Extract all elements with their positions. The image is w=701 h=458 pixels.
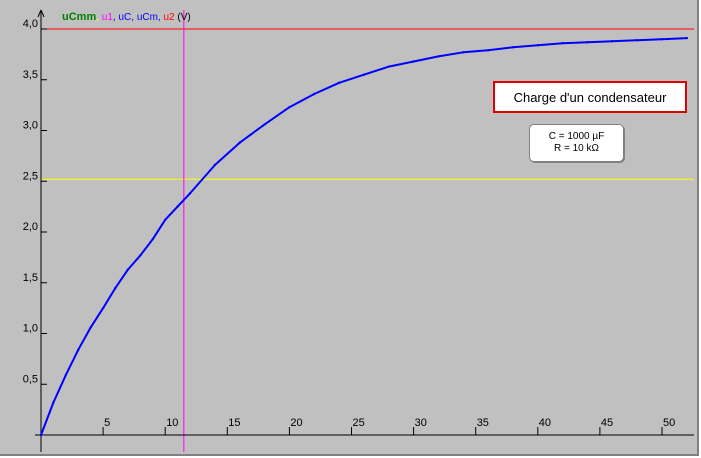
data-point xyxy=(586,41,589,44)
x-tick-label: 50 xyxy=(663,417,675,429)
data-point xyxy=(387,65,390,68)
data-point xyxy=(64,373,68,377)
data-point xyxy=(437,55,440,58)
data-point xyxy=(52,401,55,404)
data-point xyxy=(486,49,490,52)
x-tick-label: 10 xyxy=(166,417,178,429)
resistance-label: R = 10 kΩ xyxy=(554,143,599,154)
data-point xyxy=(611,40,614,43)
legend-unit: (V) xyxy=(174,12,191,23)
data-point xyxy=(288,106,291,109)
data-point xyxy=(636,39,639,42)
x-tick-label: 25 xyxy=(353,417,365,429)
data-point xyxy=(536,44,539,47)
data-point xyxy=(164,218,167,221)
y-tick-label: 3,0 xyxy=(23,120,38,132)
chart-title-box[interactable]: Charge d'un condensateur xyxy=(493,81,687,113)
data-point xyxy=(238,141,241,144)
data-point xyxy=(213,163,217,167)
data-point xyxy=(126,268,130,271)
data-point xyxy=(89,326,92,329)
data-point xyxy=(77,348,80,351)
data-point xyxy=(101,306,105,310)
capacitance-label: C = 1000 µF xyxy=(548,131,605,142)
x-tick-label: 15 xyxy=(228,417,240,429)
data-point xyxy=(511,46,515,49)
x-tick-label: 45 xyxy=(601,417,613,429)
data-point xyxy=(462,51,465,54)
y-tick-label: 3,5 xyxy=(23,69,38,81)
data-point xyxy=(412,60,415,63)
data-point xyxy=(151,237,154,241)
y-tick-label: 1,0 xyxy=(23,323,38,335)
data-point xyxy=(313,92,316,96)
y-axis-arrow-left xyxy=(37,9,42,18)
x-tick-label: 5 xyxy=(104,417,110,429)
y-tick-label: 2,0 xyxy=(23,221,38,233)
y-tick-label: 1,5 xyxy=(23,272,38,284)
data-point xyxy=(114,286,117,289)
x-tick-label: 30 xyxy=(415,417,427,429)
x-tick-label: 20 xyxy=(290,417,302,429)
legend-main-label: uCmm xyxy=(62,11,97,23)
data-point xyxy=(176,205,179,208)
data-point xyxy=(561,42,564,45)
parameters-box[interactable]: C = 1000 µF R = 10 kΩ xyxy=(529,124,624,162)
y-axis-arrow-right xyxy=(40,9,45,18)
legend: uCmm, u1, uC, uCm, u2 (V) xyxy=(62,11,191,23)
legend-item-u0: , xyxy=(96,12,100,23)
data-point xyxy=(188,192,192,195)
data-point xyxy=(685,36,688,40)
data-point xyxy=(362,73,366,76)
y-tick-label: 2,5 xyxy=(23,170,38,182)
chart-title: Charge d'un condensateur xyxy=(513,89,667,105)
legend-item-u1: u1 xyxy=(99,12,113,23)
y-tick-label: 0,5 xyxy=(23,373,38,385)
y-tick-label: 4,0 xyxy=(23,18,38,30)
x-tick-label: 35 xyxy=(477,417,489,429)
legend-item-u2: u2 xyxy=(160,12,175,23)
x-tick-label: 40 xyxy=(539,417,551,429)
data-point xyxy=(139,254,142,257)
data-point xyxy=(263,123,266,126)
data-point xyxy=(660,38,664,41)
data-point xyxy=(337,81,341,85)
legend-item-uc: , uC, uCm, xyxy=(112,12,161,23)
data-point xyxy=(39,433,43,437)
